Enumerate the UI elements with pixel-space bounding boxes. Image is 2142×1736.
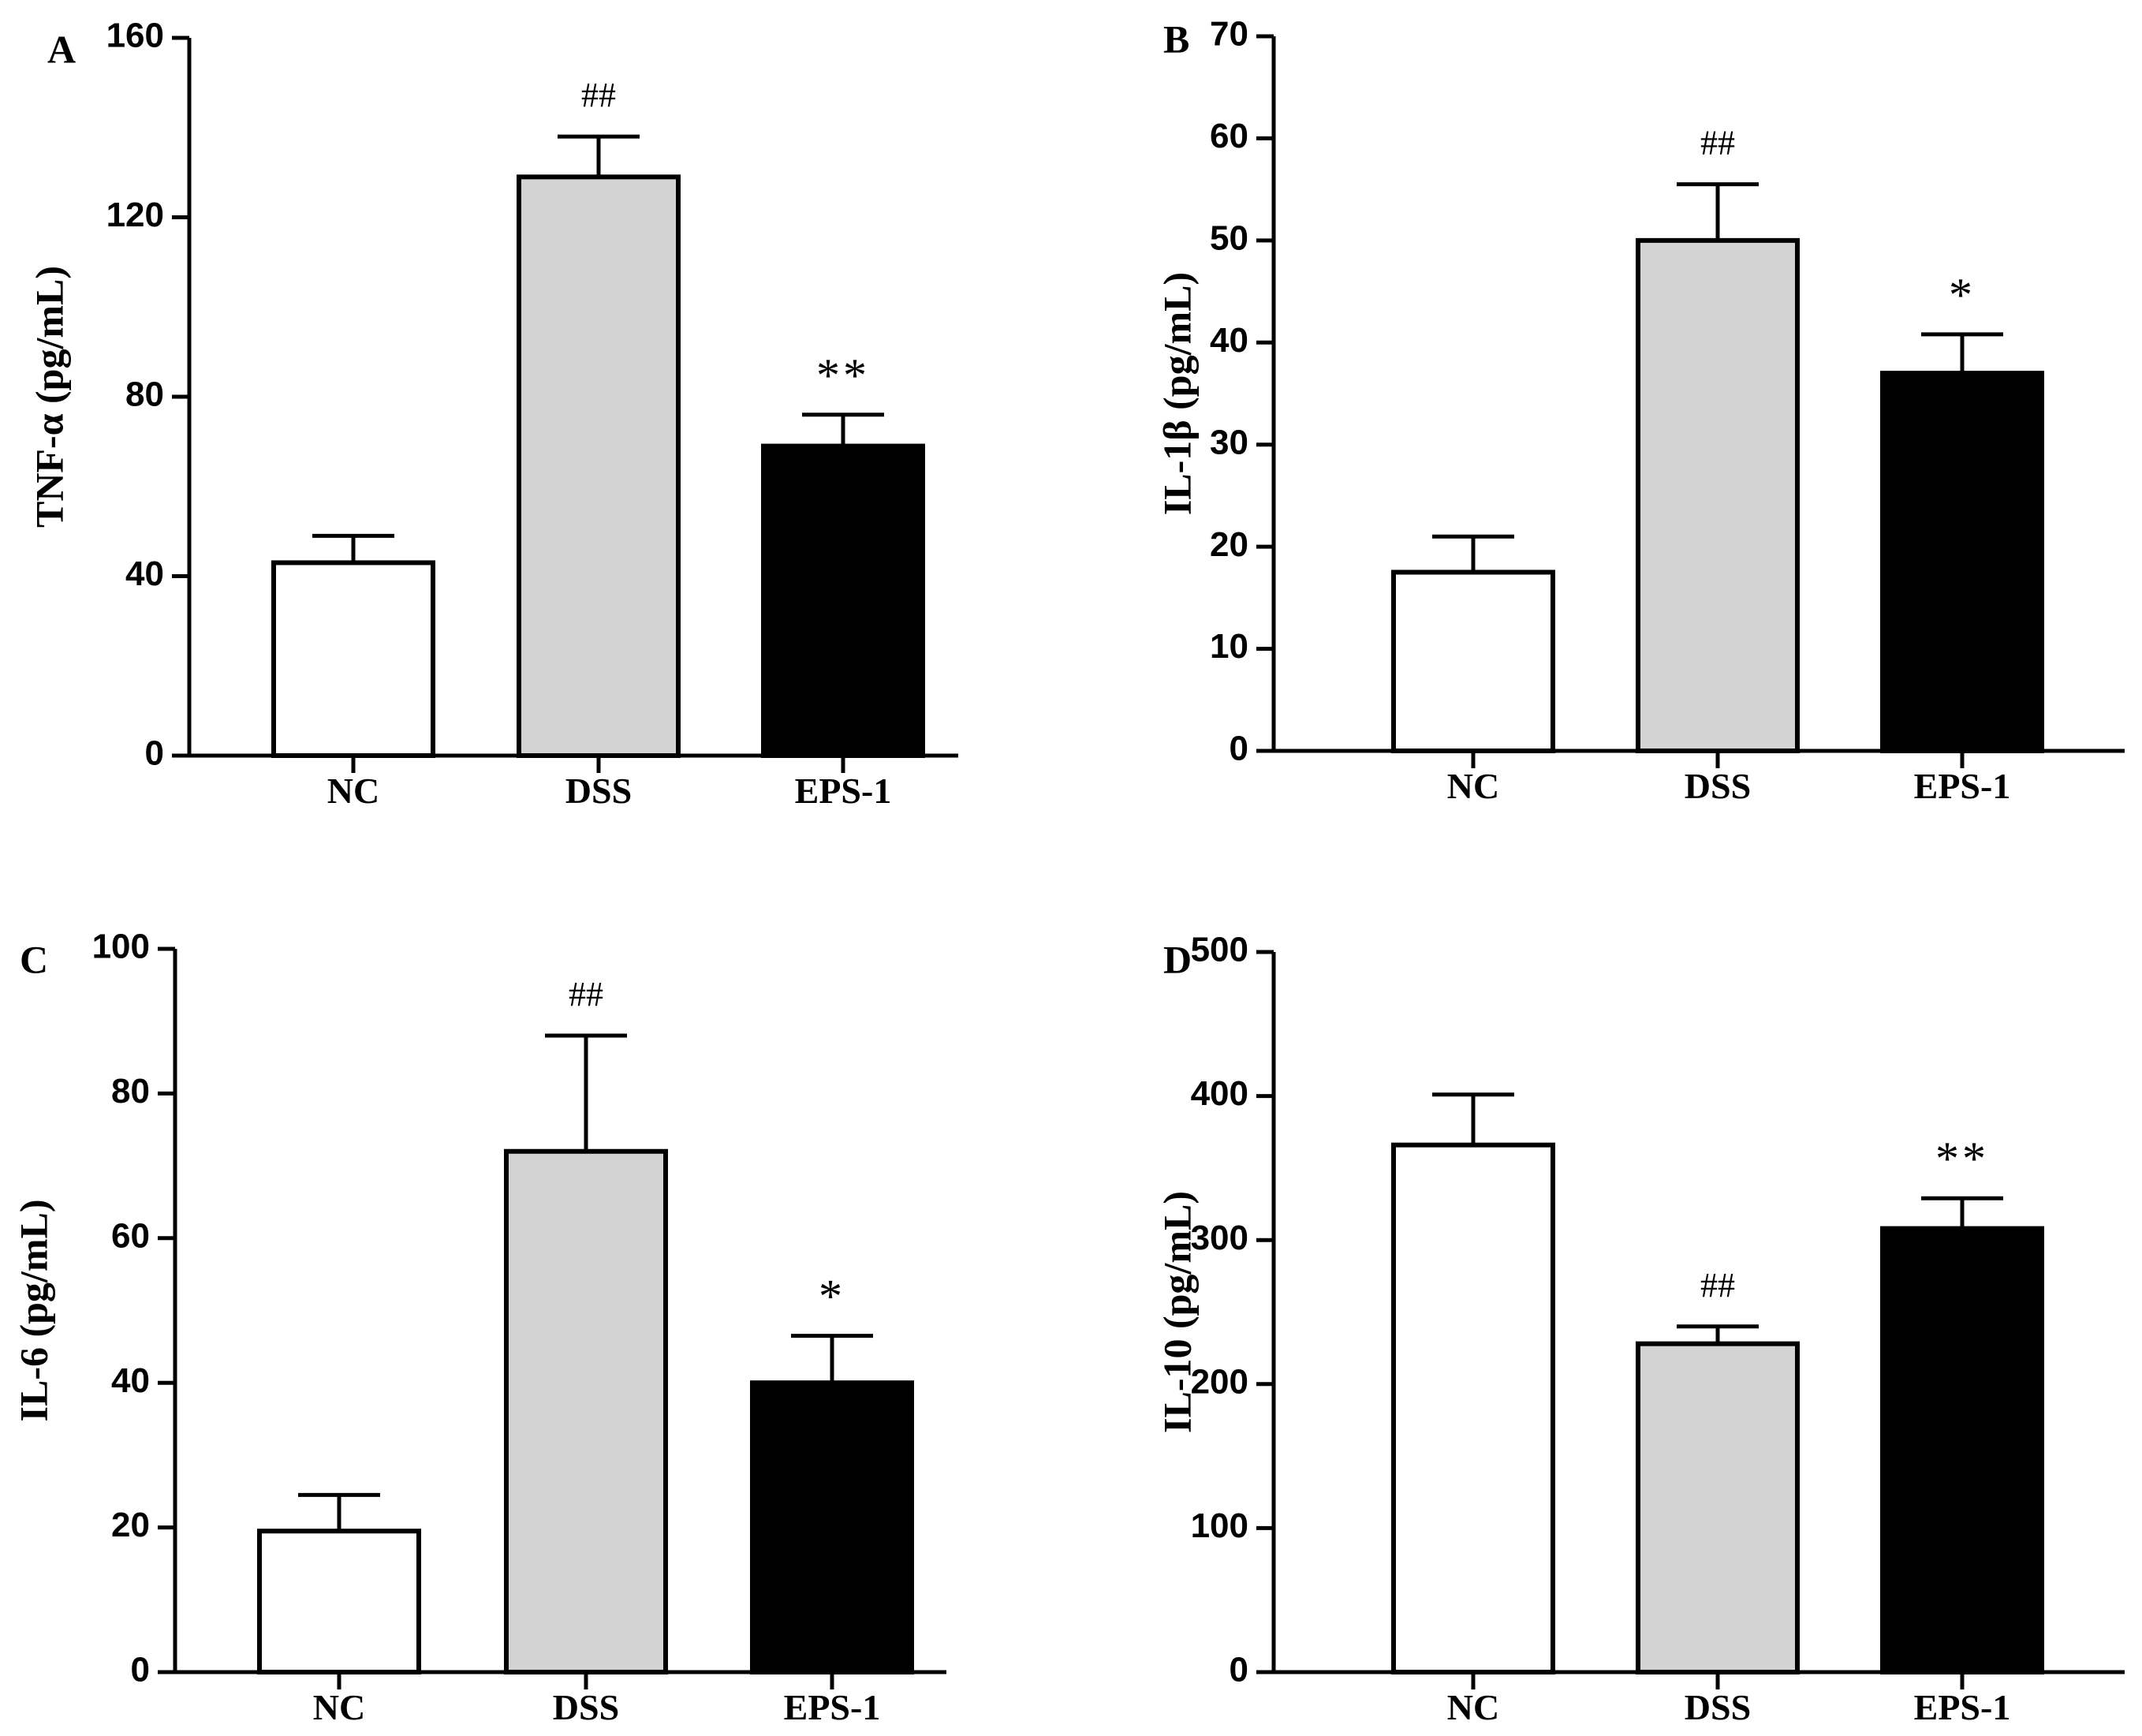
x-tick-label: EPS-1 xyxy=(1914,1687,2011,1727)
y-tick-label: 0 xyxy=(1230,1651,1248,1689)
bar-nc xyxy=(271,560,435,758)
y-tick-label: 160 xyxy=(106,17,164,55)
bar-dss xyxy=(517,174,681,758)
y-axis-label: IL-1β (pg/mL) xyxy=(1155,272,1199,515)
x-tick-label: DSS xyxy=(553,1687,619,1727)
x-tick-label: DSS xyxy=(1685,766,1751,806)
x-tick-label: DSS xyxy=(1685,1687,1751,1727)
y-tick-label: 0 xyxy=(131,1651,150,1689)
bar-eps-1 xyxy=(1880,371,2044,753)
significance-marker: ## xyxy=(581,76,616,114)
bar-nc xyxy=(257,1529,421,1675)
y-tick-label: 200 xyxy=(1191,1362,1248,1401)
y-tick-label: 120 xyxy=(106,196,164,234)
y-tick-label: 30 xyxy=(1210,423,1248,461)
panel-a: A TNF-α (pg/mL) 0 40 80 120 160 NC DSS ## EPS-1 ** xyxy=(27,17,958,811)
y-tick-label: 400 xyxy=(1191,1074,1248,1113)
y-axis-label: IL-6 (pg/mL) xyxy=(11,1200,55,1422)
x-tick-label: NC xyxy=(1447,1687,1499,1727)
y-tick-label: 0 xyxy=(1230,730,1248,768)
significance-marker: ## xyxy=(1700,124,1735,162)
y-tick-label: 80 xyxy=(111,1072,150,1111)
x-tick-label: EPS-1 xyxy=(784,1687,881,1727)
y-tick-label: 80 xyxy=(125,375,164,414)
significance-marker: ## xyxy=(569,975,603,1014)
x-tick-label: EPS-1 xyxy=(1914,766,2011,806)
bar-eps-1 xyxy=(1880,1226,2044,1675)
x-tick-label: EPS-1 xyxy=(795,771,892,811)
y-tick-label: 40 xyxy=(111,1361,150,1400)
significance-marker: ** xyxy=(816,349,870,401)
y-axis-label: TNF-α (pg/mL) xyxy=(27,266,71,528)
y-tick-label: 20 xyxy=(111,1506,150,1544)
significance-marker: ## xyxy=(1700,1266,1735,1305)
y-tick-label: 300 xyxy=(1191,1219,1248,1257)
y-axis-label: IL-10 (pg/mL) xyxy=(1155,1191,1199,1433)
bar-nc xyxy=(1391,1142,1555,1674)
bar-nc xyxy=(1391,569,1555,753)
x-tick-label: NC xyxy=(313,1687,365,1727)
y-tick-label: 100 xyxy=(92,928,150,966)
panel-letter: A xyxy=(47,27,76,71)
significance-marker: * xyxy=(1949,269,1976,321)
y-tick-label: 60 xyxy=(1210,117,1248,155)
y-tick-label: 20 xyxy=(1210,525,1248,564)
panel-b: B IL-1β (pg/mL) 0 10 20 30 40 50 60 70 NC DSS ## EPS-… xyxy=(1155,15,2125,806)
y-tick-label: 50 xyxy=(1210,218,1248,257)
y-tick-label: 0 xyxy=(145,734,164,773)
y-tick-label: 100 xyxy=(1191,1506,1248,1545)
bar-dss xyxy=(1636,1341,1800,1674)
bar-eps-1 xyxy=(750,1380,914,1674)
panel-c: C IL-6 (pg/mL) 0 20 40 60 80 100 NC DSS ## EPS-1 * xyxy=(11,928,946,1727)
bar-dss xyxy=(504,1148,668,1674)
y-tick-label: 60 xyxy=(111,1216,150,1255)
bar-eps-1 xyxy=(761,443,925,758)
significance-marker: ** xyxy=(1935,1133,1989,1185)
y-tick-label: 70 xyxy=(1210,15,1248,54)
y-tick-label: 10 xyxy=(1210,627,1248,666)
panel-d: D IL-10 (pg/mL) 0 100 200 300 400 500 NC DSS ## EPS… xyxy=(1155,931,2125,1727)
x-tick-label: NC xyxy=(327,771,379,811)
panel-letter: B xyxy=(1163,17,1189,61)
y-tick-label: 40 xyxy=(125,554,164,593)
bar-dss xyxy=(1636,237,1800,754)
x-tick-label: NC xyxy=(1447,766,1499,806)
y-tick-label: 40 xyxy=(1210,321,1248,360)
panel-letter: C xyxy=(20,937,48,981)
x-tick-label: DSS xyxy=(565,771,632,811)
significance-marker: * xyxy=(819,1271,845,1323)
y-tick-label: 500 xyxy=(1191,931,1248,969)
panel-letter: D xyxy=(1163,937,1192,981)
